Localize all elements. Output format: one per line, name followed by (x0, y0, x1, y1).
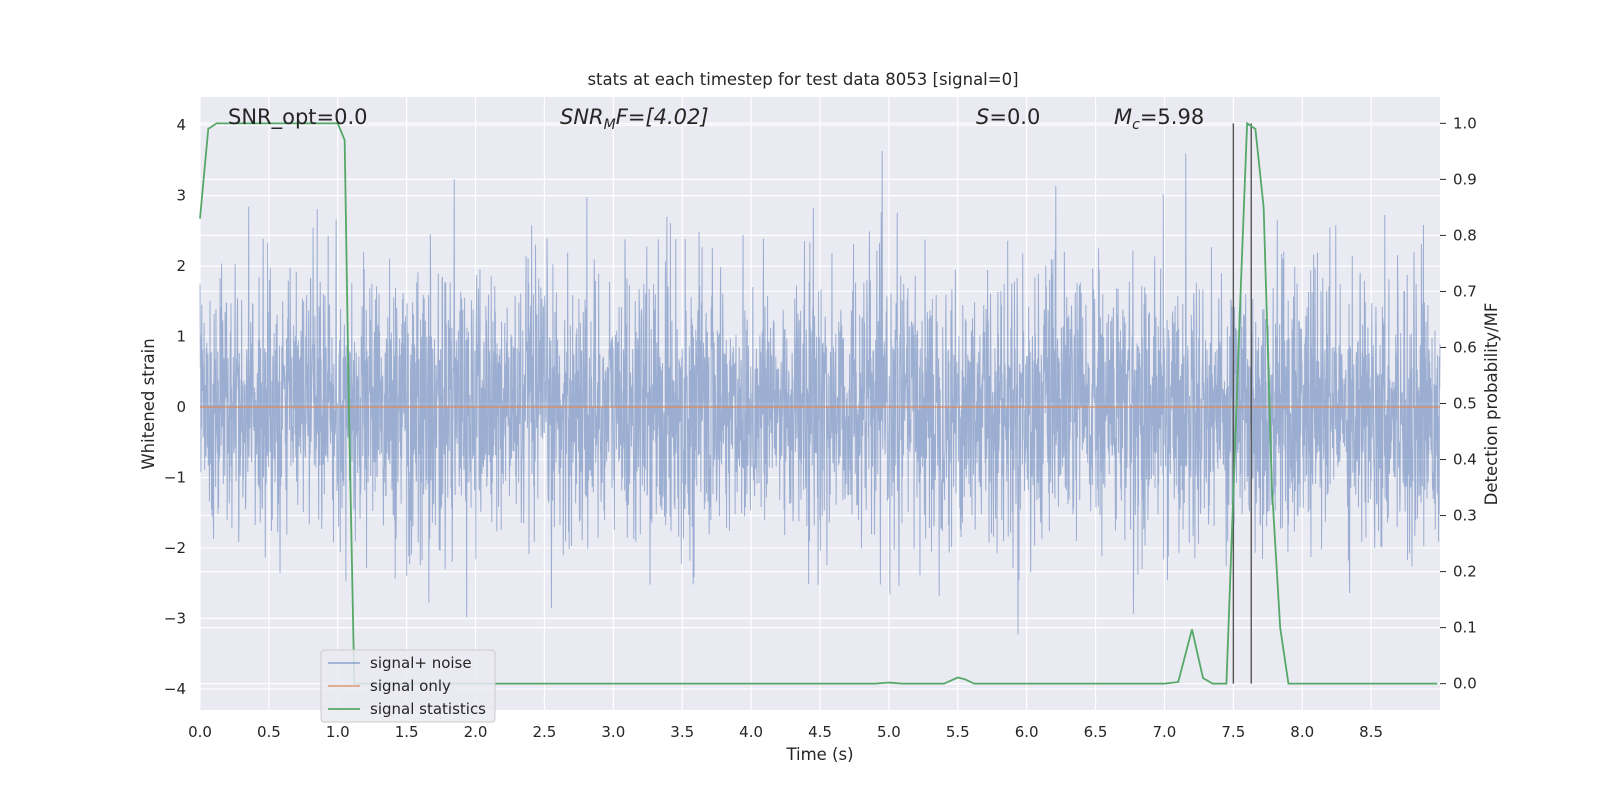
y-tick-label: 2 (176, 257, 186, 275)
y-tick-label: 4 (176, 116, 186, 134)
annotation-snr-mf-rest: F=[4.02] (616, 105, 709, 129)
annotation-s: S=0.0 (976, 105, 1040, 129)
x-tick-label: 5.0 (877, 723, 901, 741)
legend-label-signal-statistics: signal statistics (370, 700, 486, 718)
y2-tick-label: 0.3 (1453, 507, 1477, 525)
y-tick-label: −4 (164, 680, 186, 698)
x-tick-label: 7.5 (1221, 723, 1245, 741)
y-tick-label: −2 (164, 539, 186, 557)
x-tick-label: 6.5 (1084, 723, 1108, 741)
y2-tick-label: 0.2 (1453, 563, 1477, 581)
y2-tick-label: 0.7 (1453, 282, 1477, 300)
signal-statistics-line (199, 121, 1438, 685)
legend-box (320, 649, 496, 723)
y2-tick-label: 0.5 (1453, 395, 1477, 413)
y2-tick-label: 1.0 (1453, 114, 1477, 132)
x-tick-label: 8.0 (1290, 723, 1314, 741)
y-tick-label: −1 (164, 468, 186, 486)
x-tick-label: 1.5 (395, 723, 419, 741)
y-tick-label: −3 (164, 609, 186, 627)
annotation-mc-symbol: M (1114, 105, 1132, 129)
x-tick-label: 4.5 (808, 723, 832, 741)
legend-label-signal-plus-noise: signal+ noise (370, 654, 472, 672)
legend: signal+ noise signal only signal statist… (320, 649, 496, 723)
y2-tick-label: 0.8 (1453, 226, 1477, 244)
x-tick-labels: 0.0 0.5 1.0 1.5 2.0 2.5 3.0 3.5 4.0 4.5 5.0 5.5 6.0 6… (188, 723, 1383, 741)
x-tick-label: 3.5 (670, 723, 694, 741)
x-tick-label: 2.5 (533, 723, 557, 741)
x-tick-label: 0.5 (257, 723, 281, 741)
x-axis-label: Time (s) (785, 745, 853, 764)
chart-title: stats at each timestep for test data 805… (587, 70, 1018, 89)
y-tick-label: 0 (176, 398, 186, 416)
x-tick-label: 2.0 (464, 723, 488, 741)
x-tick-label: 3.0 (601, 723, 625, 741)
annotation-mc-sub: c (1132, 117, 1140, 133)
y-tick-label: 1 (176, 328, 186, 346)
annotation-snr-mf: SNRMF=[4.02] (560, 105, 709, 133)
y-axis-label: Whitened strain (139, 338, 158, 469)
annotation-mc: Mc=5.98 (1114, 105, 1204, 133)
annotation-mc-rest: =5.98 (1140, 105, 1204, 129)
x-tick-label: 8.5 (1359, 723, 1383, 741)
y2-tick-label: 0.4 (1453, 451, 1477, 469)
y2-tick-labels: 1.0 0.9 0.8 0.7 0.6 0.5 0.4 0.3 0.2 0.1 0.0 (1453, 114, 1477, 692)
x-tick-label: 6.0 (1015, 723, 1039, 741)
y2-tick-label: 0.1 (1453, 619, 1477, 637)
y2-axis-label: Detection probability/MF (1482, 303, 1501, 506)
x-tick-label: 1.0 (326, 723, 350, 741)
x-tick-label: 0.0 (188, 723, 212, 741)
y2-tick-label: 0.6 (1453, 338, 1477, 356)
x-tick-label: 7.0 (1153, 723, 1177, 741)
annotation-snr-mf-sub: M (604, 117, 616, 133)
y2-tick-label: 0.0 (1453, 675, 1477, 693)
annotation-s-symbol: S (976, 105, 989, 129)
annotation-snr-opt: SNR_opt=0.0 (228, 105, 368, 130)
series-signal-statistics (199, 121, 1438, 685)
y2-tick-label: 0.9 (1453, 170, 1477, 188)
x-tick-label: 5.5 (946, 723, 970, 741)
detection-vlines (1232, 123, 1252, 684)
x-tick-label: 4.0 (739, 723, 763, 741)
y-tick-labels: 4 3 2 1 0 −1 −2 −3 −4 (164, 116, 186, 698)
legend-label-signal-only: signal only (370, 677, 451, 695)
y-tick-label: 3 (176, 187, 186, 205)
annotation-snr-mf-symbol: SNR (560, 105, 604, 129)
annotation-s-rest: =0.0 (989, 105, 1040, 129)
